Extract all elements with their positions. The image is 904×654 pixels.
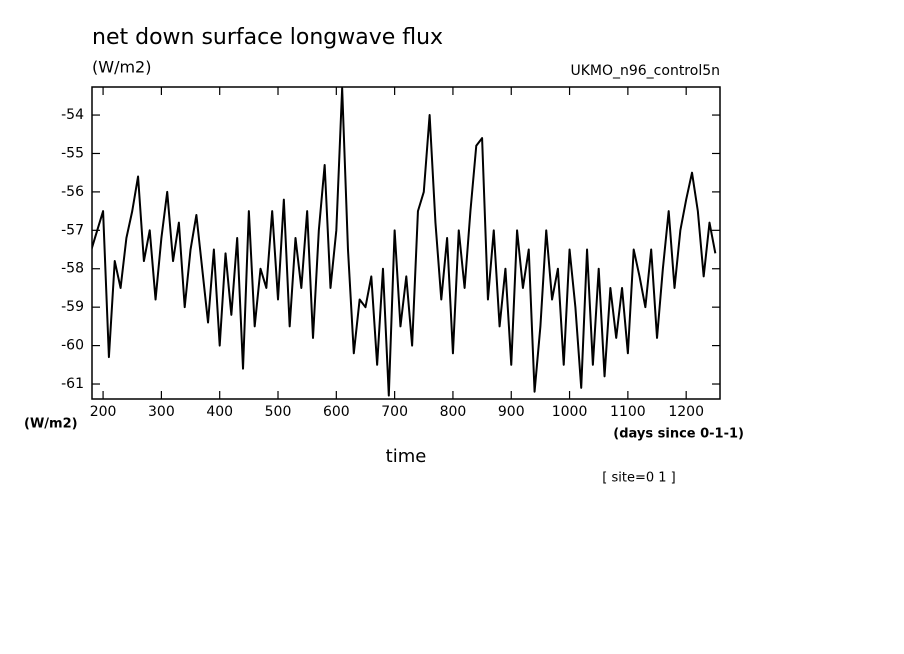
plot-frame <box>91 86 721 400</box>
data-line <box>92 87 717 397</box>
y-tick-label: -55 <box>61 145 84 161</box>
x-tick-label: 1200 <box>668 404 704 420</box>
dataset-label: UKMO_n96_control5n <box>570 63 720 79</box>
y-tick-label: -59 <box>61 299 84 315</box>
y-tick-label: -58 <box>61 261 84 277</box>
annotation: [ site=0 1 ] <box>602 471 675 486</box>
x-tick-label: 800 <box>440 404 467 420</box>
x-units: (days since 0-1-1) <box>613 427 744 442</box>
chart-title: net down surface longwave flux <box>92 25 443 50</box>
y-tick-label: -54 <box>61 107 84 123</box>
y-tick-label: -61 <box>61 376 84 392</box>
x-tick-label: 1000 <box>552 404 588 420</box>
x-tick-label: 300 <box>148 404 175 420</box>
x-axis-title: time <box>386 446 427 467</box>
y-tick-label: -56 <box>61 184 84 200</box>
x-tick-label: 400 <box>206 404 233 420</box>
x-tick-label: 700 <box>381 404 408 420</box>
x-tick-label: 1100 <box>610 404 646 420</box>
units-top: (W/m2) <box>92 58 151 77</box>
x-tick-label: 200 <box>90 404 117 420</box>
x-tick-label: 500 <box>265 404 292 420</box>
y-tick-label: -57 <box>61 222 84 238</box>
units-left: (W/m2) <box>24 417 78 432</box>
x-tick-label: 900 <box>498 404 525 420</box>
x-tick-label: 600 <box>323 404 350 420</box>
y-tick-label: -60 <box>61 338 84 354</box>
